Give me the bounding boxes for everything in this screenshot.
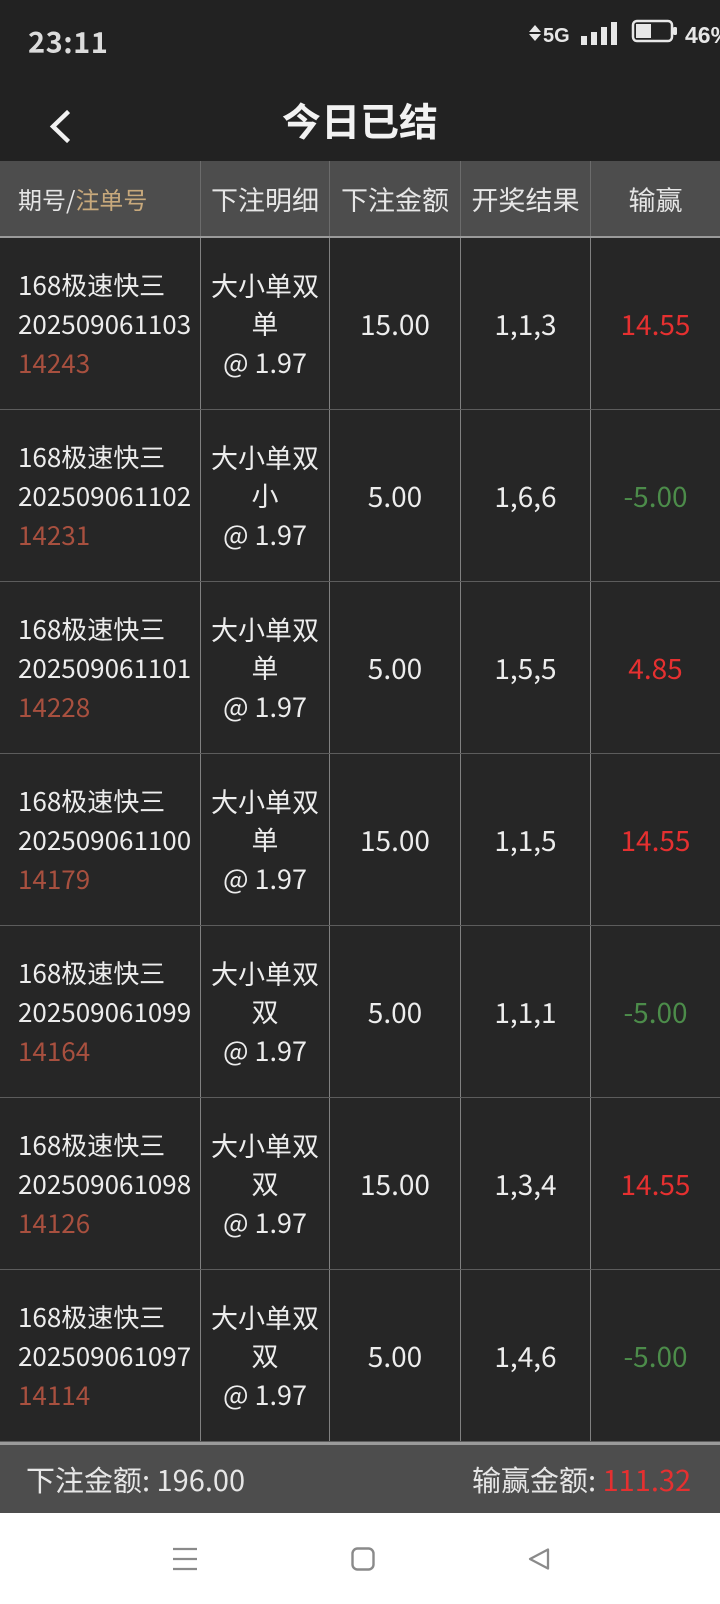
svg-text:46%: 46%: [685, 22, 720, 48]
svg-text:5G: 5G: [543, 25, 570, 47]
